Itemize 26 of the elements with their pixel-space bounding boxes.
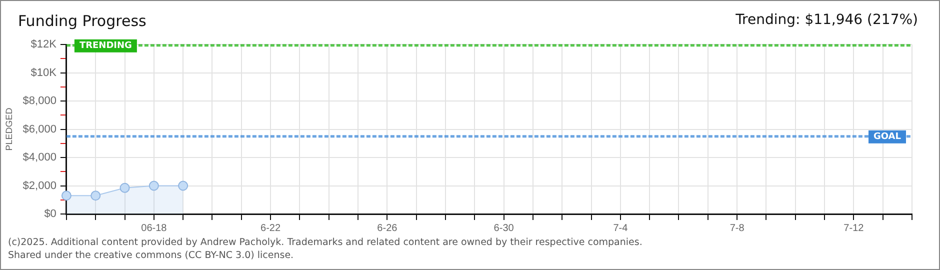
chart-subtitle: Trending: $11,946 (217%) <box>736 12 918 28</box>
x-tick-label: 6-26 <box>377 222 398 234</box>
y-tick-label: $12K <box>30 38 58 51</box>
y-tick-label: $4,000 <box>22 152 56 164</box>
x-tick-label: 06-18 <box>141 222 168 234</box>
x-tick-label: 6-30 <box>494 222 514 234</box>
x-tick-label: 7-4 <box>613 222 628 234</box>
x-tick-label: 7-8 <box>730 222 745 234</box>
point <box>148 180 159 191</box>
text: (c)2025. Additional content provided by Andrew Pacholyk. Trademarks and related content are owned by their respective companies. <box>8 236 642 249</box>
y-axis-title: PLEDGED <box>4 107 14 151</box>
text: Shared under the creative commons (CC BY-NC 3.0) license. <box>8 249 295 262</box>
y-tick-label: $10K <box>30 66 58 79</box>
point <box>120 182 130 193</box>
point <box>178 180 188 191</box>
point <box>90 190 101 201</box>
x-tick-label: 7-12 <box>844 222 864 234</box>
chart-title: Funding Progress <box>18 12 146 30</box>
ref-line-label: GOAL <box>874 132 902 142</box>
y-tick-label: $0 <box>44 208 56 220</box>
y-tick-label: $2,000 <box>22 180 56 192</box>
x-tick-label: 6-22 <box>260 222 281 234</box>
point <box>61 190 72 201</box>
y-tick-label: $8,000 <box>22 95 56 108</box>
y-tick-label: $6,000 <box>22 123 56 136</box>
ref-line-label: TRENDING <box>79 41 132 52</box>
